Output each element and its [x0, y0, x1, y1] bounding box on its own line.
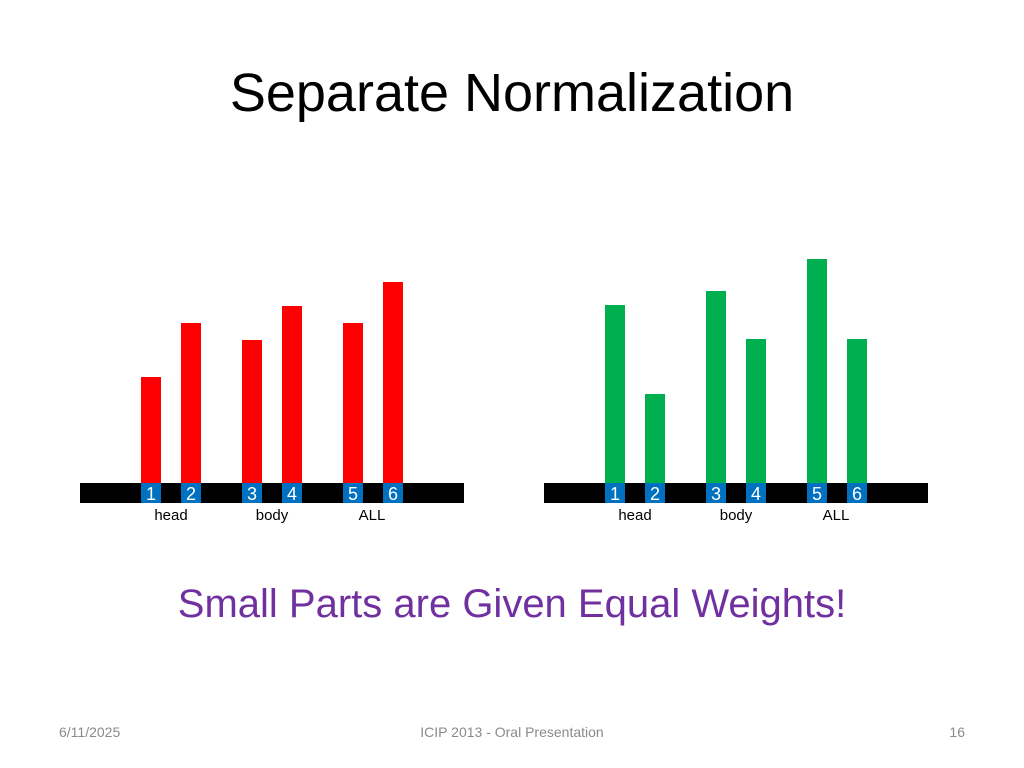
left-bar-4	[282, 306, 302, 483]
left-tick-label-3: 3	[247, 484, 257, 504]
right-tick-label-4: 4	[751, 484, 761, 504]
footer-page-number: 16	[949, 724, 965, 740]
right-bar-6	[847, 339, 867, 483]
left-tick-label-6: 6	[388, 484, 398, 504]
tagline: Small Parts are Given Equal Weights!	[177, 582, 847, 626]
chart-right: 1 2 3 4 5 6 head body ALL	[544, 259, 928, 524]
right-bar-2	[645, 394, 665, 483]
left-tick-label-4: 4	[287, 484, 297, 504]
left-index-box-5	[343, 483, 363, 503]
right-tick-label-1: 1	[610, 484, 620, 504]
left-group-label-all: ALL	[359, 507, 386, 524]
left-group-label-body: body	[256, 507, 289, 524]
left-tick-label-1: 1	[146, 484, 156, 504]
right-index-box-3	[706, 483, 726, 503]
left-index-box-3	[242, 483, 262, 503]
right-tick-label-5: 5	[812, 484, 822, 504]
right-tick-label-6: 6	[852, 484, 862, 504]
left-index-box-6	[383, 483, 403, 503]
left-tick-label-5: 5	[348, 484, 358, 504]
right-bar-1	[605, 305, 625, 483]
right-index-box-6	[847, 483, 867, 503]
right-tick-label-2: 2	[650, 484, 660, 504]
right-index-box-1	[605, 483, 625, 503]
right-index-box-4	[746, 483, 766, 503]
left-bar-2	[181, 323, 201, 483]
left-axis-band	[80, 483, 464, 503]
left-index-box-4	[282, 483, 302, 503]
right-bar-4	[746, 339, 766, 483]
left-bar-1	[141, 377, 161, 483]
right-index-box-2	[645, 483, 665, 503]
left-tick-label-2: 2	[186, 484, 196, 504]
right-tick-label-3: 3	[711, 484, 721, 504]
left-group-label-head: head	[154, 507, 187, 524]
right-group-label-head: head	[618, 507, 651, 524]
right-axis-band	[544, 483, 928, 503]
right-bar-5	[807, 259, 827, 483]
left-bar-5	[343, 323, 363, 483]
footer-date: 6/11/2025	[59, 724, 121, 740]
right-group-label-body: body	[720, 507, 753, 524]
left-index-box-2	[181, 483, 201, 503]
left-bar-6	[383, 282, 403, 483]
right-bar-3	[706, 291, 726, 483]
left-index-box-1	[141, 483, 161, 503]
chart-left: 1 2 3 4 5 6 head body ALL	[80, 282, 464, 524]
left-bar-3	[242, 340, 262, 483]
slide-title: Separate Normalization	[229, 63, 795, 123]
right-group-label-all: ALL	[823, 507, 850, 524]
right-index-box-5	[807, 483, 827, 503]
footer-presentation-title: ICIP 2013 - Oral Presentation	[420, 724, 604, 740]
